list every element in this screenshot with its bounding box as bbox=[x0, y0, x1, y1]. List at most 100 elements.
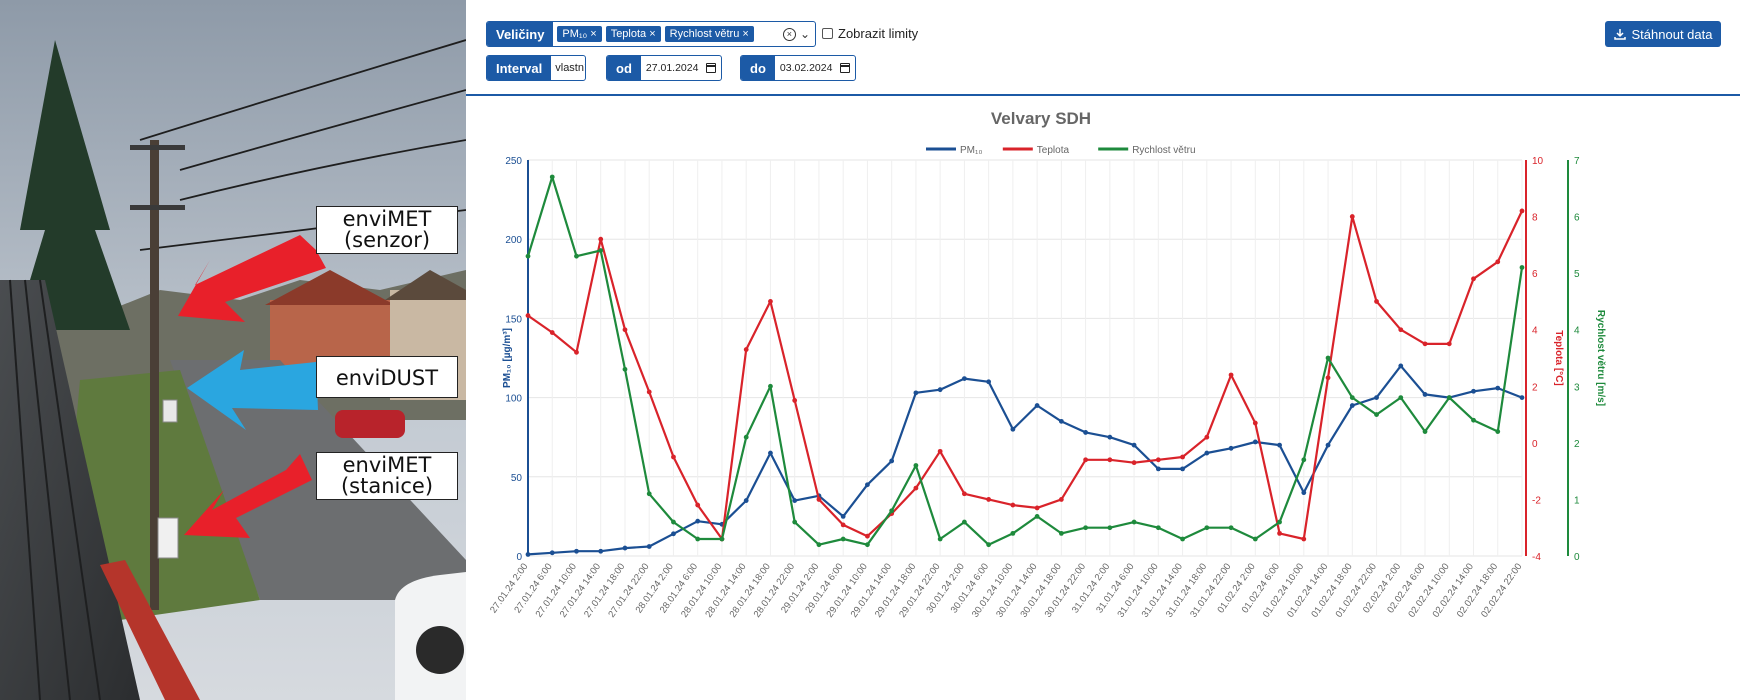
chip-rychlost-vetru[interactable]: Rychlost větru × bbox=[664, 26, 754, 42]
series-1-point-28 bbox=[1204, 434, 1210, 440]
callout-envidust: enviDUST bbox=[316, 356, 458, 398]
series-2-point-36 bbox=[1398, 395, 1404, 400]
series-1-point-36 bbox=[1398, 327, 1404, 333]
series-0-point-1 bbox=[549, 550, 555, 556]
series-0-point-10 bbox=[768, 450, 773, 456]
wind-tick-4: 4 bbox=[1574, 326, 1580, 337]
show-limits-checkbox[interactable] bbox=[822, 28, 833, 39]
series-2-point-41 bbox=[1519, 265, 1525, 270]
series-2-point-25 bbox=[1131, 519, 1137, 525]
left-axis-label: PM₁₀ [µg/m³] bbox=[502, 328, 513, 388]
temp-tick-3: 2 bbox=[1532, 382, 1538, 393]
series-2-point-19 bbox=[986, 542, 992, 548]
series-1-point-12 bbox=[816, 497, 822, 502]
series-2-point-11 bbox=[792, 519, 798, 525]
chip-pm10[interactable]: PM₁₀ × bbox=[557, 26, 602, 42]
series-1-point-29 bbox=[1228, 372, 1234, 378]
series-0-point-32 bbox=[1301, 490, 1307, 496]
left-tick-2: 100 bbox=[505, 394, 522, 405]
series-0-point-16 bbox=[913, 390, 919, 396]
series-1-point-21 bbox=[1034, 505, 1040, 511]
callout-envimet-senzor: enviMET (senzor) bbox=[316, 206, 458, 254]
series-0-point-28 bbox=[1204, 450, 1210, 456]
series-2-point-4 bbox=[622, 366, 628, 372]
calendar-icon[interactable] bbox=[706, 63, 716, 73]
wind-tick-7: 7 bbox=[1574, 156, 1580, 167]
series-0-point-0 bbox=[525, 552, 531, 557]
series-1-point-4 bbox=[622, 327, 628, 333]
quantity-selector[interactable]: Veličiny PM₁₀ × Teplota × Rychlost větru… bbox=[486, 21, 816, 47]
series-2-point-35 bbox=[1374, 412, 1379, 417]
series-0-point-29 bbox=[1228, 445, 1234, 451]
series-2-point-34 bbox=[1349, 395, 1355, 400]
temp-tick-7: 10 bbox=[1532, 156, 1544, 167]
series-0-point-25 bbox=[1131, 442, 1137, 448]
series-1-point-9 bbox=[743, 347, 749, 352]
series-0-point-36 bbox=[1398, 363, 1404, 369]
show-limits-toggle[interactable]: Zobrazit limity bbox=[822, 26, 918, 41]
legend-label-1: Teplota bbox=[1037, 145, 1070, 156]
series-0-point-17 bbox=[937, 387, 943, 393]
wind-tick-1: 1 bbox=[1574, 495, 1580, 506]
wind-tick-0: 0 bbox=[1574, 552, 1580, 563]
series-1-point-23 bbox=[1083, 457, 1089, 463]
series-1-point-5 bbox=[646, 389, 652, 395]
date-to-field[interactable]: do 03.02.2024 bbox=[740, 55, 856, 81]
series-2-point-7 bbox=[695, 536, 701, 542]
chip-teplota[interactable]: Teplota × bbox=[605, 26, 661, 42]
series-1-point-7 bbox=[695, 502, 701, 508]
series-2-point-15 bbox=[889, 508, 895, 514]
temp-tick-2: 0 bbox=[1532, 439, 1538, 450]
series-1-point-30 bbox=[1252, 420, 1258, 426]
series-2-point-28 bbox=[1204, 525, 1210, 531]
series-0-point-14 bbox=[865, 482, 870, 488]
temp-tick-5: 6 bbox=[1532, 269, 1538, 280]
series-1-point-1 bbox=[549, 330, 555, 335]
date-to-input[interactable]: 03.02.2024 bbox=[775, 56, 855, 80]
series-0-point-19 bbox=[986, 379, 992, 385]
series-0-point-27 bbox=[1180, 466, 1185, 472]
temp-axis-label: Teplota [°C] bbox=[1553, 330, 1564, 385]
series-0-point-33 bbox=[1325, 442, 1331, 448]
download-icon bbox=[1613, 28, 1626, 40]
interval-selector[interactable]: Interval vlastní ⌄ bbox=[486, 55, 586, 81]
series-0-point-15 bbox=[889, 458, 895, 464]
callout-senzor-line2: (senzor) bbox=[343, 228, 431, 252]
series-2-point-23 bbox=[1083, 525, 1089, 531]
temp-tick-6: 8 bbox=[1532, 213, 1538, 224]
series-2-point-26 bbox=[1155, 525, 1161, 531]
download-data-button[interactable]: Stáhnout data bbox=[1605, 21, 1721, 47]
photo-illustration bbox=[0, 0, 466, 700]
series-2-point-0 bbox=[525, 253, 531, 259]
series-0-point-9 bbox=[743, 498, 749, 503]
series-1-point-26 bbox=[1155, 457, 1161, 463]
series-1-point-34 bbox=[1349, 214, 1355, 219]
series-2-point-29 bbox=[1228, 525, 1234, 531]
series-0-point-37 bbox=[1422, 392, 1428, 397]
series-1-point-35 bbox=[1374, 299, 1379, 304]
date-from-input[interactable]: 27.01.2024 bbox=[641, 56, 721, 80]
series-2-point-8 bbox=[719, 536, 725, 542]
series-1-point-25 bbox=[1131, 460, 1137, 466]
series-2-point-24 bbox=[1107, 525, 1113, 531]
series-0-point-18 bbox=[961, 376, 967, 381]
series-2-point-17 bbox=[937, 536, 943, 542]
date-from-field[interactable]: od 27.01.2024 bbox=[606, 55, 722, 81]
temp-tick-4: 4 bbox=[1532, 326, 1538, 337]
series-1-point-13 bbox=[840, 522, 846, 528]
clear-icon[interactable]: × bbox=[782, 27, 796, 41]
calendar-icon[interactable] bbox=[840, 63, 850, 73]
interval-select[interactable]: vlastní ⌄ bbox=[551, 56, 585, 80]
site-photo: enviMET (senzor) enviDUST enviMET (stani… bbox=[0, 0, 466, 700]
series-0-point-20 bbox=[1010, 426, 1016, 432]
temp-tick-1: -2 bbox=[1532, 495, 1541, 506]
left-tick-5: 250 bbox=[505, 156, 522, 167]
callout-stanice-line2: (stanice) bbox=[340, 474, 434, 498]
series-1-point-20 bbox=[1010, 502, 1016, 508]
series-1-point-16 bbox=[913, 485, 919, 491]
left-tick-1: 50 bbox=[511, 473, 523, 484]
series-1-point-40 bbox=[1495, 259, 1501, 265]
show-limits-label: Zobrazit limity bbox=[838, 26, 919, 41]
series-1-point-11 bbox=[792, 398, 798, 403]
chevron-down-icon[interactable]: ⌄ bbox=[799, 27, 810, 41]
